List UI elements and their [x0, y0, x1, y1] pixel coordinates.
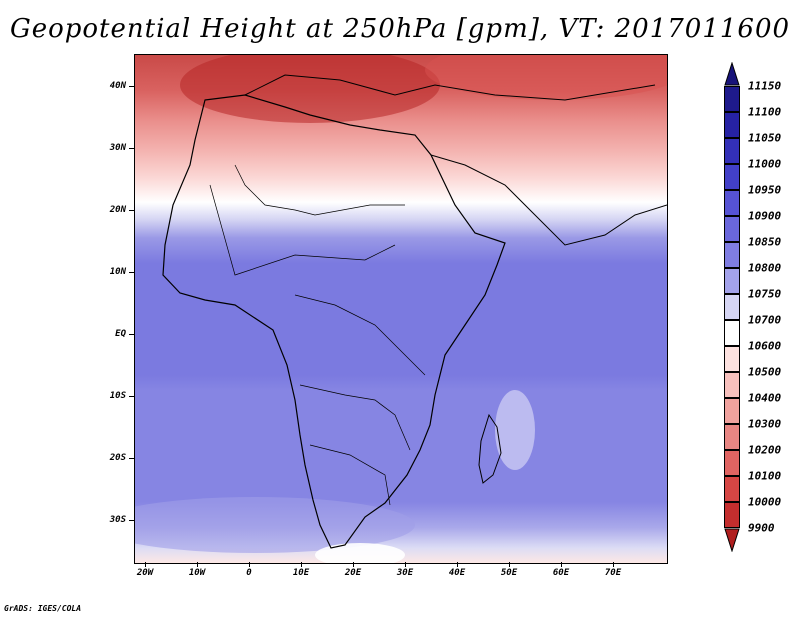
lon-tick	[457, 562, 458, 567]
colorbar-label: 10000	[748, 495, 782, 509]
colorbar-label: 10950	[748, 183, 782, 197]
lon-tick	[353, 562, 354, 567]
colorbar-swatch	[724, 242, 740, 268]
geopotential-field	[135, 55, 667, 563]
colorbar-swatch	[724, 346, 740, 372]
colorbar-label: 11150	[748, 79, 782, 93]
colorbar-swatch	[724, 398, 740, 424]
lon-tick	[613, 562, 614, 567]
colorbar-swatch	[724, 268, 740, 294]
lat-label-10s: 10S	[109, 391, 126, 401]
colorbar-swatch	[724, 216, 740, 242]
colorbar-label: 10100	[748, 469, 782, 483]
colorbar-swatch	[724, 138, 740, 164]
colorbar-swatch	[724, 424, 740, 450]
lat-tick	[129, 458, 135, 459]
lat-tick	[129, 148, 135, 149]
lon-label-40e: 40E	[448, 568, 466, 578]
colorbar-label: 10500	[748, 365, 782, 379]
lon-label-50e: 50E	[500, 568, 518, 578]
lat-label-eq: EQ	[115, 329, 126, 339]
colorbar-label: 10400	[748, 391, 782, 405]
colorbar-label: 9900	[748, 521, 775, 535]
colorbar-label: 11000	[748, 157, 782, 171]
colorbar-bottom-arrow	[724, 528, 740, 552]
colorbar-label: 11050	[748, 131, 782, 145]
lon-tick	[145, 562, 146, 567]
colorbar-label: 10800	[748, 261, 782, 275]
lat-label-10n: 10N	[109, 267, 126, 277]
colorbar-label: 10200	[748, 443, 782, 457]
colorbar-label: 10300	[748, 417, 782, 431]
lat-tick	[129, 272, 135, 273]
lat-label-20n: 20N	[109, 205, 126, 215]
lat-label-30n: 30N	[109, 143, 126, 153]
colorbar-label: 11100	[748, 105, 782, 119]
map-title: Geopotential Height at 250hPa [gpm], VT:…	[9, 14, 791, 44]
lat-tick	[129, 86, 135, 87]
lat-tick	[129, 520, 135, 521]
lon-label-60e: 60E	[552, 568, 570, 578]
colorbar-swatch	[724, 294, 740, 320]
colorbar-swatch	[724, 190, 740, 216]
lon-label-0: 0	[246, 568, 252, 578]
lon-label-10w: 10W	[188, 568, 206, 578]
map-panel	[134, 54, 668, 564]
lon-tick	[509, 562, 510, 567]
colorbar-swatch	[724, 476, 740, 502]
lat-tick	[129, 396, 135, 397]
lat-tick	[129, 334, 135, 335]
colorbar-swatch	[724, 112, 740, 138]
lon-tick	[301, 562, 302, 567]
lat-label-40n: 40N	[109, 81, 126, 91]
colorbar-swatch	[724, 320, 740, 346]
colorbar-label: 10600	[748, 339, 782, 353]
colorbar-swatch	[724, 164, 740, 190]
lon-tick	[249, 562, 250, 567]
colorbar-label: 10850	[748, 235, 782, 249]
colorbar-swatch	[724, 502, 740, 528]
lon-label-70e: 70E	[604, 568, 622, 578]
colorbar-label: 10700	[748, 313, 782, 327]
lat-label-20s: 20S	[109, 453, 126, 463]
colorbar-swatch	[724, 450, 740, 476]
lon-tick	[197, 562, 198, 567]
colorbar-label: 10900	[748, 209, 782, 223]
lon-label-20e: 20E	[344, 568, 362, 578]
lat-label-30s: 30S	[109, 515, 126, 525]
lat-tick	[129, 210, 135, 211]
lon-tick	[561, 562, 562, 567]
colorbar-label: 10750	[748, 287, 782, 301]
lon-label-10e: 10E	[292, 568, 310, 578]
lon-tick	[405, 562, 406, 567]
colorbar-swatch	[724, 86, 740, 112]
lon-label-20w: 20W	[136, 568, 154, 578]
lon-label-30e: 30E	[396, 568, 414, 578]
credit-text: GrADS: IGES/COLA	[4, 604, 82, 613]
colorbar-swatch	[724, 372, 740, 398]
colorbar-top-arrow	[724, 62, 740, 86]
